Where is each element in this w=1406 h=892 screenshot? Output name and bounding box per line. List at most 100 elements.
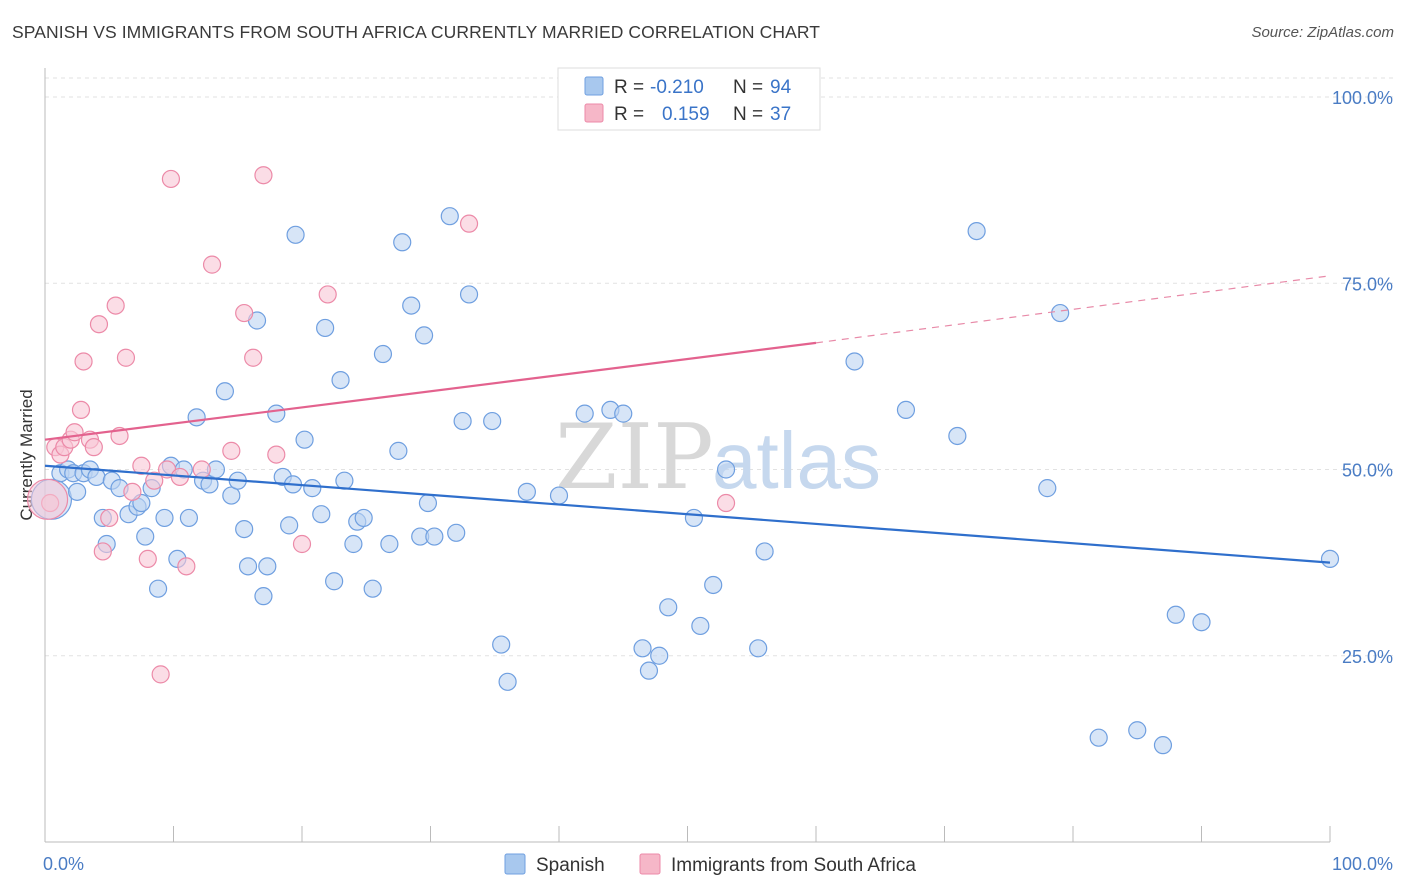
spanish-point-66	[498, 672, 517, 691]
y-tick-label-3: 25.0%	[1342, 647, 1393, 667]
spanish-point-53	[389, 441, 408, 460]
legend-r-label-1: R =	[614, 104, 644, 125]
spanish-point-79	[716, 460, 736, 479]
legend-swatch-spanish	[584, 76, 604, 96]
south-africa-point-26	[202, 255, 222, 274]
legend-r-value-0: -0.210	[650, 77, 704, 98]
south-africa-trend-line	[44, 341, 817, 441]
south-africa-point-9	[84, 438, 103, 457]
spanish-point-54	[393, 233, 412, 252]
spanish-point-65	[492, 635, 511, 654]
spanish-point-39	[286, 225, 305, 244]
source-label: Source: ZipAtlas.com	[1251, 24, 1394, 41]
south-africa-point-16	[123, 482, 142, 501]
axes	[44, 68, 1331, 843]
south-africa-point-13	[106, 296, 125, 315]
spanish-point-51	[373, 344, 393, 364]
spanish-point-42	[312, 505, 331, 524]
legend-box: R = -0.210 N = 94 R = 0.159 N = 37	[557, 67, 821, 131]
spanish-point-72	[633, 639, 652, 658]
spanish-point-49	[354, 508, 373, 528]
spanish-point-18	[155, 508, 174, 528]
south-africa-point-6	[71, 400, 91, 419]
x-tick-label-0: 0.0%	[43, 854, 84, 874]
spanish-point-93	[1320, 549, 1340, 569]
south-africa-point-28	[235, 303, 254, 323]
spanish-point-81	[755, 542, 774, 561]
south-africa-point-7	[74, 352, 93, 371]
south-africa-point-27	[222, 441, 241, 460]
spanish-point-77	[691, 616, 710, 636]
spanish-point-63	[459, 285, 479, 304]
spanish-point-46	[335, 471, 354, 490]
south-africa-point-32	[292, 534, 312, 554]
spanish-point-15	[136, 527, 155, 546]
bottom-legend-swatch-spanish	[504, 853, 526, 875]
spanish-point-87	[1051, 303, 1070, 323]
legend-n-label-1: N =	[733, 104, 763, 125]
spanish-point-60	[440, 207, 459, 226]
spanish-point-35	[267, 404, 286, 423]
trend-lines	[44, 275, 1331, 564]
south-africa-point-34	[459, 214, 479, 233]
watermark-atlas: atlas	[712, 416, 881, 505]
spanish-point-57	[414, 326, 434, 345]
spanish-point-17	[148, 579, 168, 598]
spanish-point-22	[179, 508, 199, 528]
spanish-point-91	[1166, 605, 1185, 624]
spanish-point-58	[418, 493, 438, 513]
spanish-point-75	[659, 598, 678, 617]
south-africa-point-19	[145, 471, 164, 490]
legend-n-label-0: N =	[733, 77, 763, 98]
spanish-point-59	[425, 527, 444, 546]
spanish-point-33	[254, 587, 273, 606]
spanish-point-62	[453, 411, 472, 431]
spanish-point-67	[517, 482, 536, 501]
spanish-point-50	[363, 579, 382, 598]
south-africa-point-18	[138, 549, 157, 569]
spanish-point-44	[325, 572, 344, 591]
spanish-point-71	[614, 404, 633, 423]
y-tick-label-1: 75.0%	[1342, 274, 1393, 294]
spanish-point-92	[1192, 613, 1211, 632]
spanish-point-90	[1153, 736, 1173, 755]
south-africa-point-30	[254, 166, 273, 185]
spanish-point-4	[68, 482, 87, 501]
south-africa-point-11	[93, 542, 112, 561]
south-africa-point-15	[116, 348, 136, 367]
y-tick-labels: 100.0% 75.0% 50.0% 25.0%	[1332, 88, 1393, 667]
spanish-trend-line	[44, 464, 1331, 564]
south-africa-point-20	[151, 665, 170, 684]
legend-swatch-south-africa	[584, 103, 604, 123]
spanish-point-45	[331, 371, 350, 390]
spanish-point-68	[549, 486, 569, 505]
y-tick-label-0: 100.0%	[1332, 88, 1393, 108]
spanish-point-69	[575, 404, 594, 423]
spanish-point-85	[967, 222, 986, 241]
south-africa-point-22	[161, 169, 181, 189]
south-africa-point-25	[192, 460, 211, 479]
spanish-point-40	[295, 430, 314, 449]
x-tick-labels: 0.0% 100.0%	[43, 854, 1393, 874]
spanish-point-30	[235, 519, 254, 539]
legend-r-value-1: 0.159	[662, 104, 710, 125]
spanish-point-61	[447, 523, 466, 542]
spanish-point-31	[238, 557, 258, 576]
spanish-point-74	[650, 646, 669, 665]
watermark-zip: ZIP	[555, 405, 714, 510]
spanish-point-37	[280, 516, 299, 535]
legend-n-value-1: 37	[770, 104, 791, 125]
south-africa-point-35	[716, 493, 736, 513]
chart-title: SPANISH VS IMMIGRANTS FROM SOUTH AFRICA …	[12, 22, 821, 42]
bottom-legend-label-south-africa: Immigrants from South Africa	[671, 855, 916, 876]
spanish-point-84	[948, 426, 967, 446]
spanish-point-55	[402, 296, 421, 315]
bottom-legend-label-spanish: Spanish	[536, 855, 605, 876]
spanish-point-64	[483, 411, 502, 431]
south-africa-point-24	[177, 557, 196, 576]
spanish-point-88	[1089, 728, 1108, 747]
south-africa-point-33	[318, 285, 337, 304]
spanish-point-82	[845, 352, 864, 371]
south-africa-point-29	[244, 348, 263, 367]
